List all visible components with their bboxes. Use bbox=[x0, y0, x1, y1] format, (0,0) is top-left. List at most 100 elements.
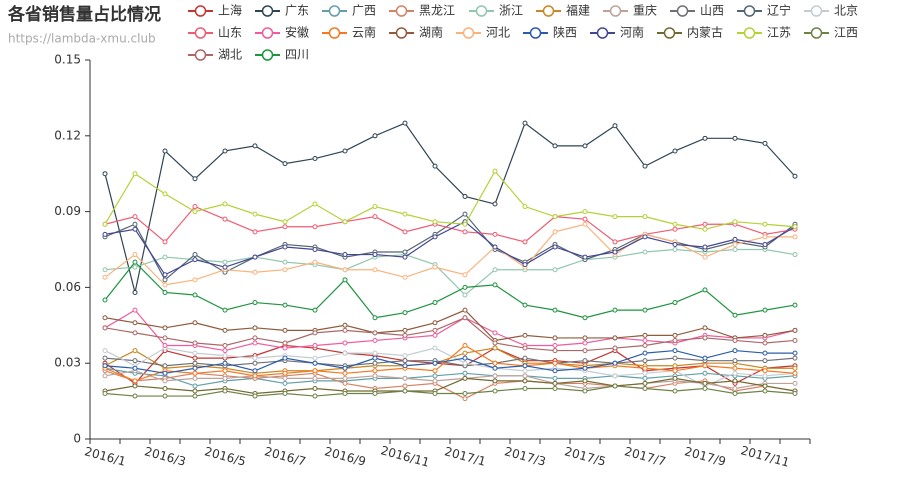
x-tick-label: 2017/11 bbox=[739, 443, 791, 469]
data-point bbox=[762, 307, 768, 313]
data-point bbox=[372, 204, 378, 210]
data-point bbox=[342, 365, 348, 371]
data-point bbox=[522, 120, 528, 126]
legend-item[interactable]: 云南 bbox=[322, 25, 376, 40]
data-point bbox=[132, 330, 138, 336]
data-point bbox=[432, 264, 438, 270]
legend-item[interactable]: 福建 bbox=[536, 3, 590, 18]
legend-item[interactable]: 广西 bbox=[322, 4, 376, 18]
data-point bbox=[762, 383, 768, 389]
data-point bbox=[282, 327, 288, 333]
data-point bbox=[672, 375, 678, 381]
legend-label: 安徽 bbox=[285, 25, 309, 40]
data-point bbox=[222, 360, 228, 366]
data-point bbox=[162, 289, 168, 295]
data-point bbox=[642, 337, 648, 343]
legend-symbol bbox=[529, 27, 542, 39]
data-point bbox=[642, 214, 648, 220]
data-point bbox=[582, 335, 588, 341]
legend-item[interactable]: 湖南 bbox=[389, 25, 443, 40]
data-point bbox=[792, 302, 798, 308]
data-point bbox=[732, 135, 738, 141]
data-point bbox=[102, 325, 108, 331]
data-point bbox=[192, 204, 198, 210]
legend-item[interactable]: 山西 bbox=[670, 4, 724, 18]
data-point bbox=[312, 201, 318, 207]
data-point bbox=[762, 358, 768, 364]
legend-item[interactable]: 浙江 bbox=[469, 4, 523, 18]
x-tick-label: 2016/1 bbox=[83, 444, 127, 468]
data-point bbox=[732, 247, 738, 252]
data-point bbox=[462, 360, 468, 366]
data-point bbox=[192, 355, 198, 361]
data-point bbox=[642, 370, 648, 376]
data-point bbox=[192, 365, 198, 371]
data-point bbox=[552, 343, 558, 349]
data-point bbox=[102, 355, 108, 361]
data-point bbox=[612, 335, 618, 341]
legend-label: 重庆 bbox=[633, 4, 657, 18]
legend-item[interactable]: 上海 bbox=[188, 3, 242, 18]
data-point bbox=[312, 368, 318, 374]
data-point bbox=[162, 191, 168, 197]
legend-symbol bbox=[596, 27, 609, 39]
legend-item[interactable]: 黑龙江 bbox=[389, 4, 455, 18]
data-point bbox=[252, 325, 258, 331]
data-point bbox=[702, 254, 708, 260]
legend-item[interactable]: 内蒙古 bbox=[657, 25, 723, 40]
data-point bbox=[792, 173, 798, 179]
data-point bbox=[252, 393, 258, 399]
legend-item[interactable]: 河北 bbox=[456, 26, 510, 40]
legend-item[interactable]: 重庆 bbox=[603, 4, 657, 18]
data-point bbox=[642, 307, 648, 313]
data-point bbox=[342, 252, 348, 258]
data-point bbox=[762, 140, 768, 146]
data-point bbox=[342, 370, 348, 376]
data-point bbox=[702, 385, 708, 391]
chart-subtitle: https://lambda-xmu.club bbox=[8, 32, 156, 46]
legend-label: 四川 bbox=[285, 48, 309, 62]
legend-item[interactable]: 北京 bbox=[804, 4, 858, 18]
data-point bbox=[132, 221, 138, 227]
legend-item[interactable]: 山东 bbox=[188, 26, 242, 40]
data-point bbox=[492, 373, 498, 379]
data-point bbox=[372, 391, 378, 397]
x-tick-label: 2017/3 bbox=[503, 444, 547, 468]
legend-label: 湖北 bbox=[218, 47, 242, 62]
legend-item[interactable]: 江西 bbox=[804, 26, 858, 40]
legend-item[interactable]: 江苏 bbox=[737, 26, 791, 40]
legend-item[interactable]: 辽宁 bbox=[737, 3, 791, 18]
legend-symbol bbox=[743, 27, 756, 39]
series-line bbox=[104, 261, 796, 319]
data-point bbox=[462, 315, 468, 321]
data-point bbox=[432, 368, 438, 374]
data-point bbox=[732, 378, 738, 384]
data-point bbox=[372, 252, 378, 258]
data-point bbox=[432, 378, 438, 384]
data-point bbox=[282, 302, 288, 308]
data-point bbox=[162, 277, 168, 283]
x-tick-label: 2017/7 bbox=[623, 444, 667, 468]
data-point bbox=[552, 143, 558, 149]
legend-item[interactable]: 四川 bbox=[255, 48, 309, 62]
data-point bbox=[372, 330, 378, 336]
data-point bbox=[492, 330, 498, 336]
data-point bbox=[192, 388, 198, 394]
data-point bbox=[252, 340, 258, 346]
legend-item[interactable]: 陕西 bbox=[523, 25, 577, 40]
legend-label: 广西 bbox=[352, 4, 376, 18]
data-point bbox=[702, 226, 708, 232]
legend-label: 北京 bbox=[834, 4, 858, 18]
legend-item[interactable]: 湖北 bbox=[188, 47, 242, 62]
data-point bbox=[132, 214, 138, 220]
data-point bbox=[492, 388, 498, 394]
data-point bbox=[462, 370, 468, 376]
legend-symbol bbox=[328, 5, 341, 17]
legend-item[interactable]: 河南 bbox=[590, 25, 644, 40]
data-point bbox=[192, 292, 198, 298]
legend-item[interactable]: 安徽 bbox=[255, 25, 309, 40]
series-line bbox=[104, 213, 796, 281]
data-point bbox=[222, 201, 228, 207]
legend-item[interactable]: 广东 bbox=[255, 4, 309, 18]
data-point bbox=[612, 249, 618, 255]
